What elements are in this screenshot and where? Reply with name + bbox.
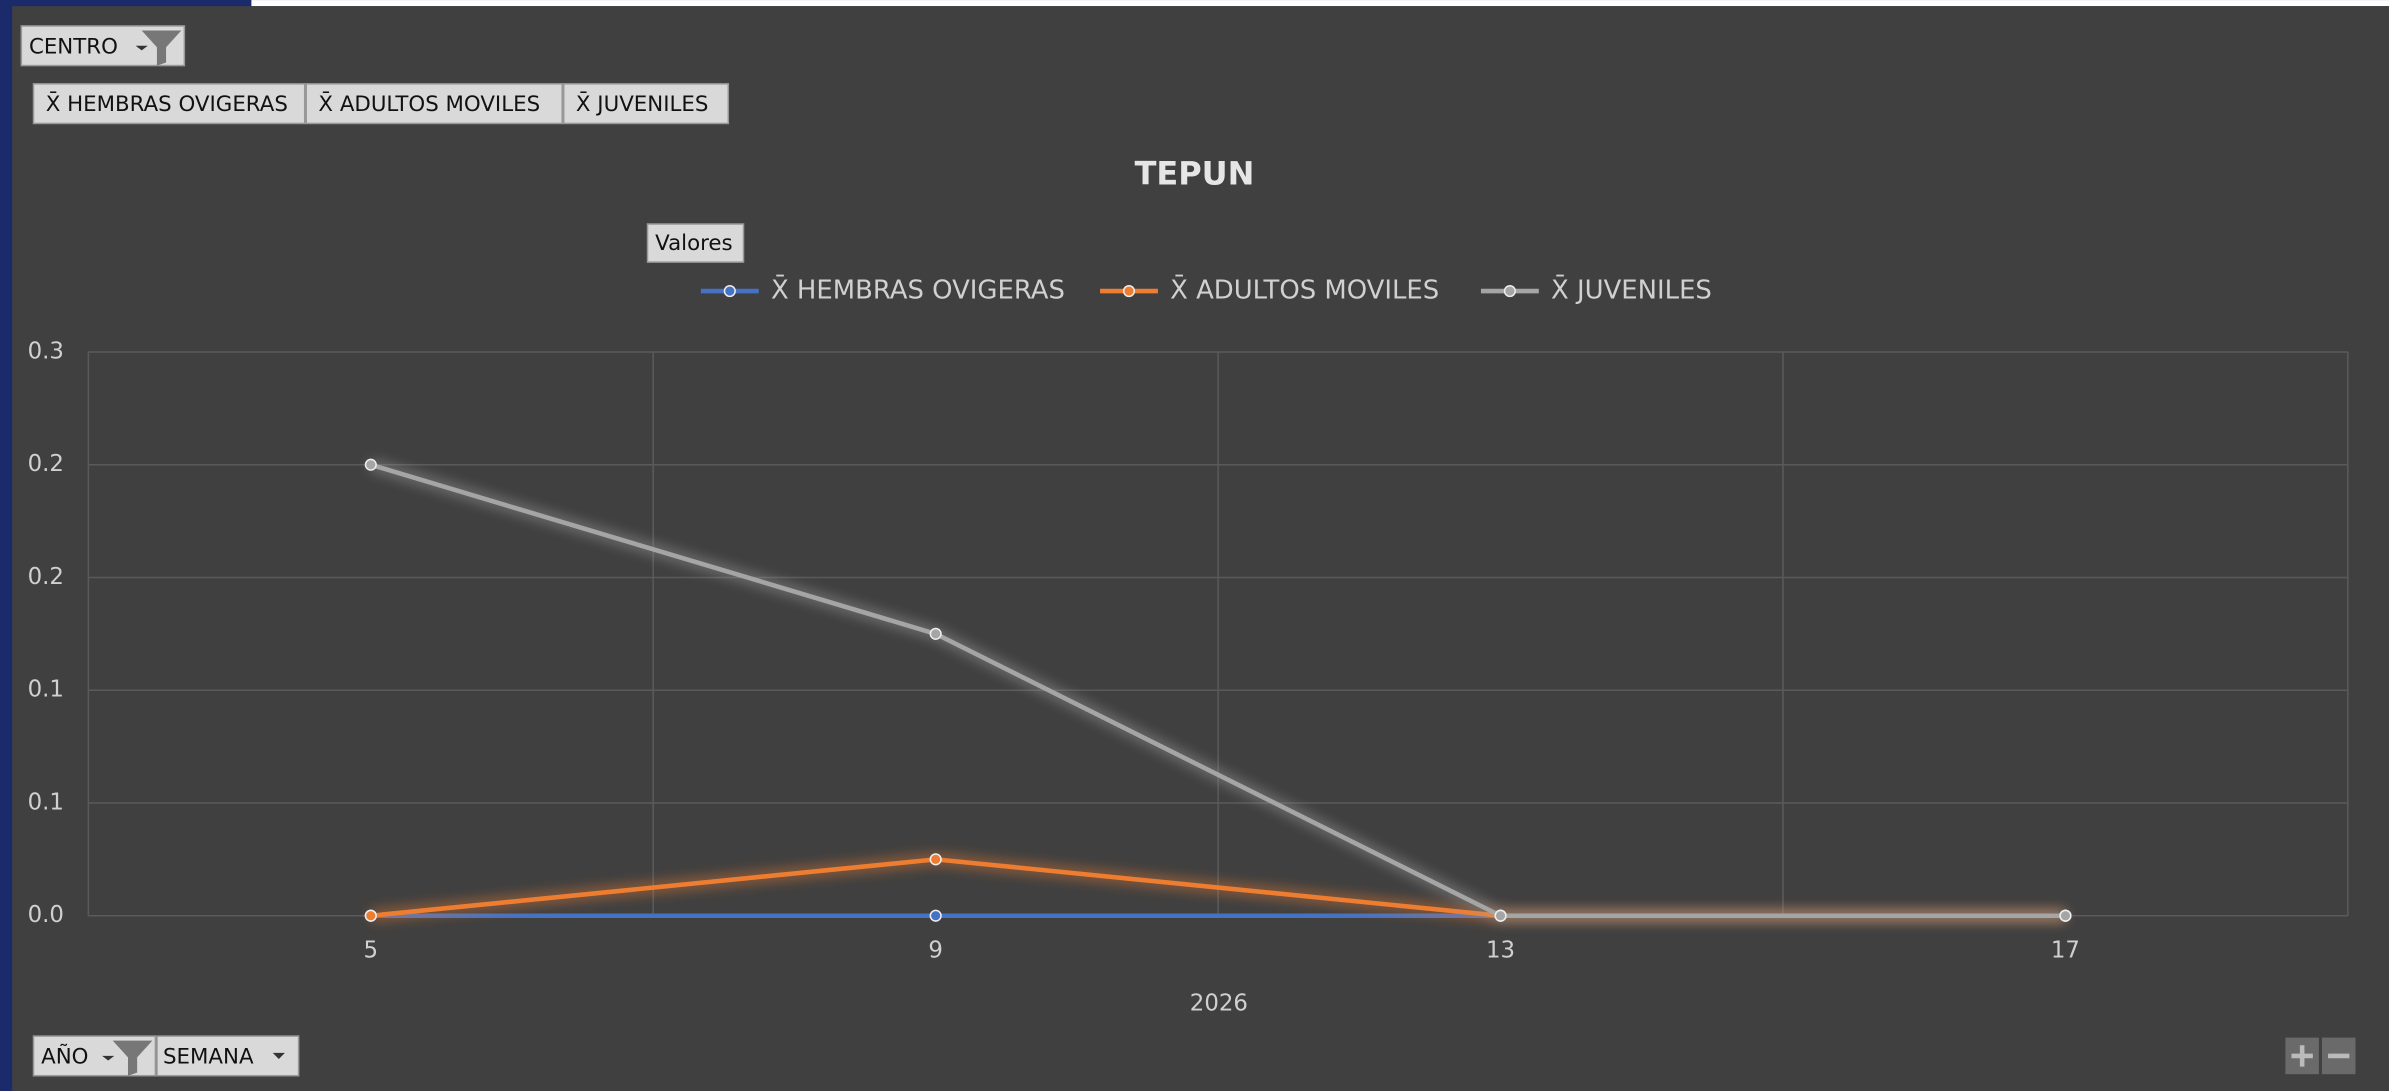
legend-label: X̄ ADULTOS MOVILES [1170, 274, 1439, 306]
field-button-label: X̄ JUVENILES [576, 91, 709, 117]
field-button-label: X̄ HEMBRAS OVIGERAS [46, 91, 288, 117]
filter-label: SEMANA [163, 1044, 254, 1069]
y-tick-label: 0.1 [28, 677, 64, 703]
filter-label: AÑO [41, 1042, 88, 1069]
y-tick-label: 0.1 [28, 789, 64, 815]
field-buttons: X̄ HEMBRAS OVIGERAS X̄ ADULTOS MOVILES X… [32, 83, 730, 125]
y-tick-label: 0.3 [28, 339, 64, 365]
top-border [251, 0, 2389, 7]
legend-label: X̄ HEMBRAS OVIGERAS [771, 274, 1065, 306]
y-tick-label: 0.2 [28, 564, 64, 590]
series-line [370, 462, 2066, 919]
valores-button[interactable] [646, 223, 745, 263]
data-point [929, 853, 942, 866]
legend-marker [1122, 284, 1136, 298]
centro-filter[interactable]: CENTRO [20, 25, 186, 67]
legend-marker [1503, 284, 1516, 298]
data-point [364, 458, 377, 471]
y-tick-label: 0.0 [28, 902, 64, 928]
ano-filter[interactable]: AÑO [32, 1035, 157, 1077]
data-point [364, 909, 377, 922]
data-point [2059, 909, 2072, 922]
zoom-buttons [2285, 1037, 2356, 1075]
field-button[interactable] [305, 83, 563, 125]
data-point [929, 909, 942, 922]
y-tick-label: 0.2 [28, 451, 64, 477]
x-tick-label: 5 [364, 937, 379, 963]
x-tick-label: 13 [1486, 937, 1515, 963]
legend-label: X̄ JUVENILES [1551, 274, 1712, 306]
semana-filter[interactable]: SEMANA [156, 1035, 300, 1077]
x-tick-label: 9 [928, 937, 943, 963]
field-button[interactable] [32, 83, 306, 125]
data-point [1494, 909, 1507, 922]
data-point [929, 627, 942, 640]
x-tick-label: 17 [2051, 937, 2080, 963]
field-button[interactable] [562, 83, 730, 125]
field-button-label: X̄ ADULTOS MOVILES [318, 91, 540, 117]
filter-label: CENTRO [29, 34, 118, 59]
legend-marker [723, 284, 736, 298]
valores-label: Valores [655, 231, 733, 256]
x-group-label: 2026 [1190, 991, 1248, 1017]
chart-title: TEPUN [1135, 154, 1255, 192]
